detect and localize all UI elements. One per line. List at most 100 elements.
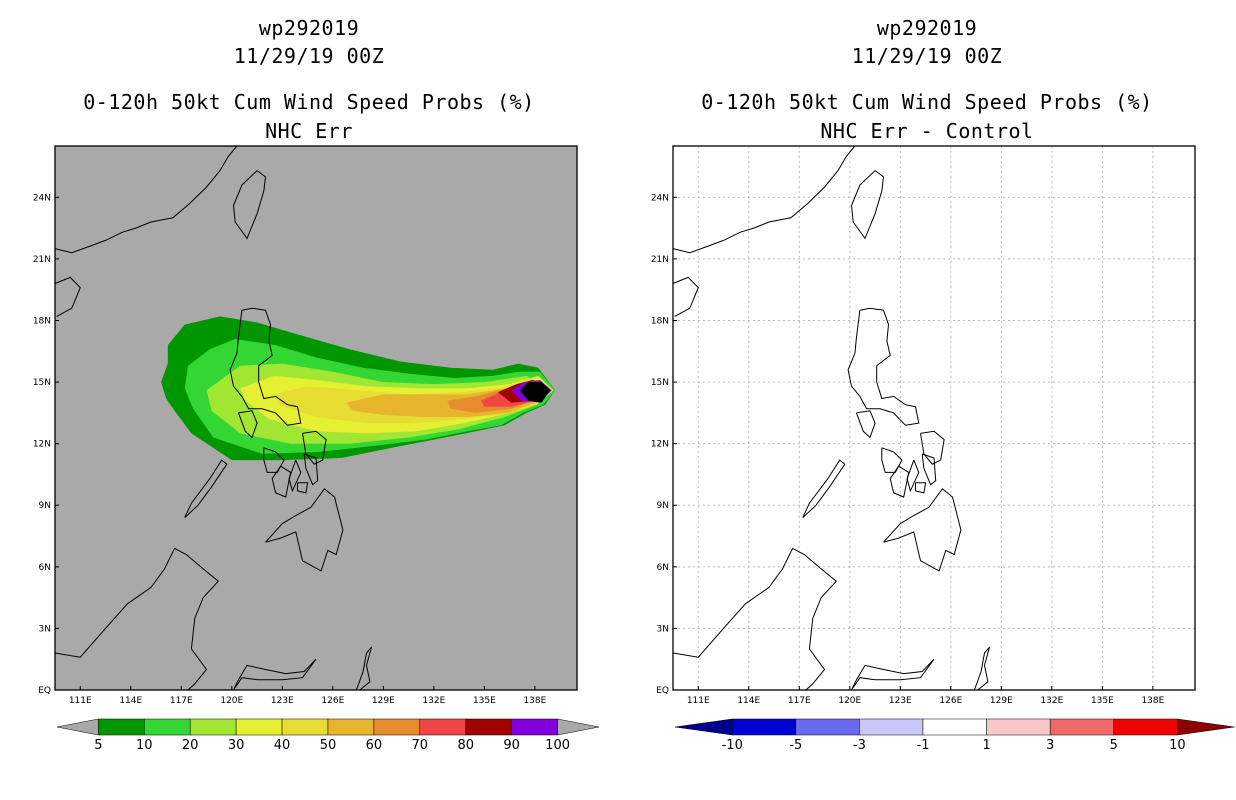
grid-lines [673, 146, 1195, 691]
y-tick-label: 9N [39, 501, 51, 511]
y-tick-label: EQ [656, 686, 669, 696]
x-tick-label: 138E [523, 696, 546, 706]
chart-title-product: 0-120h 50kt Cum Wind Speed Probs (%) [83, 90, 535, 114]
colorbar-swatch [189, 718, 237, 736]
plot-frame [54, 145, 578, 691]
chart-title-datetime: 11/29/19 00Z [851, 44, 1003, 68]
coastline-taiwan [232, 170, 267, 240]
coastline-halmahera [355, 646, 373, 691]
x-tick-label: 111E [69, 696, 92, 706]
coastline-mindanao [883, 488, 962, 572]
colorbar-label: 3 [1046, 738, 1054, 753]
x-tick-label: 120E [220, 696, 243, 706]
colorbar-swatch [235, 718, 283, 736]
colorbar-over-arrow [557, 718, 599, 736]
coastline-negros [889, 465, 910, 498]
colorbar-label: 80 [457, 738, 474, 753]
colorbar-label: 60 [366, 738, 383, 753]
coastline-negros [271, 465, 292, 498]
colorbar-label: -5 [789, 738, 802, 753]
contour-100-pct [519, 382, 551, 403]
coastline-luzon [847, 307, 920, 426]
colorbar-label: -10 [722, 738, 743, 753]
colorbar-swatch [511, 718, 558, 736]
x-tick-label: 123E [889, 696, 912, 706]
y-tick-label: 12N [651, 440, 669, 450]
x-tick-label: 114E [737, 696, 760, 706]
probability-map: 111E 114E 117E 120E 123E 126E 129E 132E 135E 138E… [33, 145, 599, 753]
y-tick-label: 15N [33, 378, 51, 388]
x-tick-label: 132E [1040, 696, 1063, 706]
coastline-hainan [672, 276, 699, 317]
coastline-cebu [906, 459, 920, 493]
chart-subtitle: NHC Err - Control [820, 119, 1034, 143]
x-tick-label: 132E [422, 696, 445, 706]
colorbar-swatch [1049, 718, 1115, 736]
y-tick-label: 24N [651, 193, 669, 203]
coastline-mindoro [856, 410, 876, 439]
coastline-luzon [229, 307, 302, 426]
y-tick-label: 18N [33, 316, 51, 326]
colorbar: 5 10 20 30 40 50 60 70 80 90 100 [56, 718, 599, 753]
colorbar-swatch [795, 718, 860, 736]
y-tick-label: 6N [657, 563, 669, 573]
colorbar-label: -3 [853, 738, 866, 753]
y-tick-label: EQ [38, 686, 51, 696]
coastline-samar [302, 430, 327, 465]
x-tick-label: 129E [990, 696, 1013, 706]
coastline-palawan [802, 459, 846, 518]
colorbar-label: 5 [1110, 738, 1118, 753]
colorbar-label: 40 [274, 738, 291, 753]
coastlines [54, 145, 373, 691]
colorbar-swatch [1113, 718, 1178, 736]
coastline-panay [881, 447, 903, 473]
colorbar-label: 50 [320, 738, 337, 753]
colorbar-label: 20 [182, 738, 199, 753]
coastline-sulawesi [233, 658, 317, 691]
colorbar-swatch [144, 718, 191, 736]
x-tick-label: 120E [838, 696, 861, 706]
colorbar-label: 5 [94, 738, 102, 753]
coastline-samar [920, 430, 945, 465]
y-tick-label: 3N [657, 624, 669, 634]
x-tick-label: 123E [271, 696, 294, 706]
colorbar-swatch [327, 718, 375, 736]
chart-subtitle: NHC Err [265, 119, 353, 143]
y-tick-label: 18N [651, 316, 669, 326]
y-tick-label: 9N [657, 501, 669, 511]
colorbar-swatch [373, 718, 421, 736]
colorbar-label: 90 [503, 738, 520, 753]
colorbar-label: -1 [917, 738, 930, 753]
coastline-sulawesi [851, 658, 935, 691]
x-tick-label: 135E [473, 696, 496, 706]
chart-title-datetime: 11/29/19 00Z [233, 44, 385, 68]
chart-title-product: 0-120h 50kt Cum Wind Speed Probs (%) [701, 90, 1153, 114]
coastline-halmahera [973, 646, 991, 691]
coastline-palawan [184, 459, 228, 518]
coastline-hainan [54, 276, 81, 317]
coastline-mindanao [265, 488, 344, 572]
colorbar-label: 10 [1169, 738, 1186, 753]
plot-area [673, 146, 1195, 690]
coastlines [672, 145, 991, 691]
chart-title-storm-id: wp292019 [876, 16, 978, 40]
colorbar-label: 70 [412, 738, 429, 753]
x-tick-label: 126E [939, 696, 962, 706]
y-tick-label: 21N [651, 255, 669, 265]
y-tick-label: 21N [33, 255, 51, 265]
coastline-borneo [672, 547, 838, 691]
colorbar-swatch [922, 718, 987, 736]
colorbar-label: 100 [545, 738, 570, 753]
colorbar-swatch [419, 718, 466, 736]
coastline-leyte [921, 453, 937, 486]
coastline-cebu [288, 459, 302, 493]
colorbar-swatch [731, 718, 797, 736]
colorbar-swatch [465, 718, 512, 736]
x-tick-label: 129E [372, 696, 395, 706]
colorbar-label: 1 [982, 738, 990, 753]
coastline-china [54, 145, 238, 254]
x-tick-label: 138E [1141, 696, 1164, 706]
x-tick-label: 126E [321, 696, 344, 706]
y-tick-label: 3N [39, 624, 51, 634]
plot-frame [672, 145, 1196, 691]
